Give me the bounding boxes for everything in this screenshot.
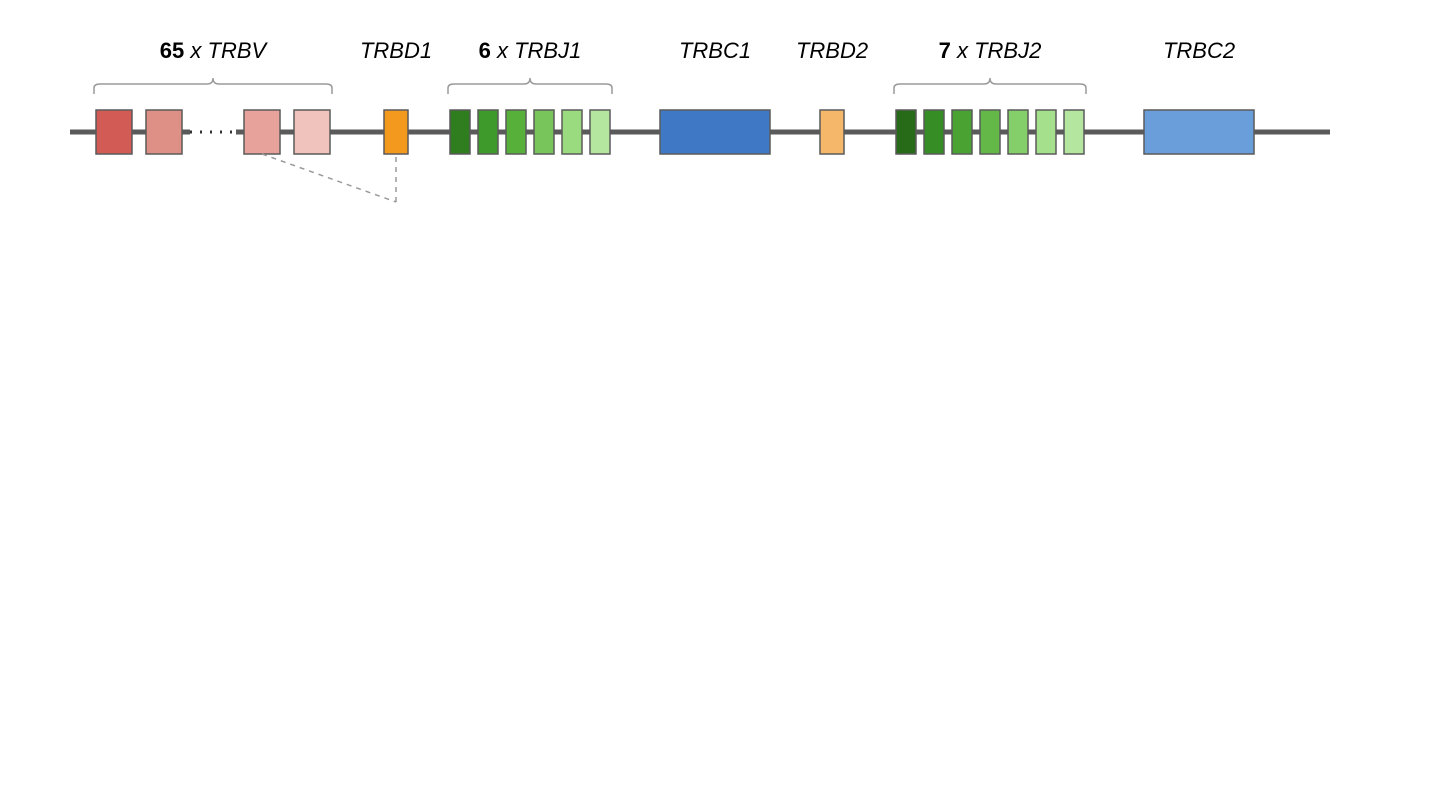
trbc2-segment	[1144, 110, 1254, 154]
trbj2-segment	[1008, 110, 1028, 154]
trbj1-segment	[506, 110, 526, 154]
label-trbv: 65 x TRBV	[160, 38, 269, 63]
trbv-segment	[294, 110, 330, 154]
trbj1-segment	[478, 110, 498, 154]
trbc1-segment	[660, 110, 770, 154]
trbj1-segment	[562, 110, 582, 154]
trbj2-segment	[896, 110, 916, 154]
germline-row: 65 x TRBV TRBD1 6 x TRBJ1 TRBC1 TRBD2 7 x TRB…	[70, 38, 1330, 202]
trbd1-segment	[384, 110, 408, 154]
trbj1-segment	[450, 110, 470, 154]
trbj2-segment	[952, 110, 972, 154]
trbj2-segment	[1036, 110, 1056, 154]
trbv-segment	[244, 110, 280, 154]
trbv-segment	[146, 110, 182, 154]
trbj1-segment	[590, 110, 610, 154]
trbj2-segment	[1064, 110, 1084, 154]
label-trbc2: TRBC2	[1163, 38, 1235, 63]
label-trbj1: 6 x TRBJ1	[479, 38, 582, 63]
label-trbd2: TRBD2	[796, 38, 868, 63]
label-trbj2: 7 x TRBJ2	[939, 38, 1042, 63]
trbj2-segment	[980, 110, 1000, 154]
label-trbd1: TRBD1	[360, 38, 432, 63]
trbv-segment	[96, 110, 132, 154]
trbj2-segment	[924, 110, 944, 154]
label-trbc1: TRBC1	[679, 38, 751, 63]
trbd2-segment	[820, 110, 844, 154]
trbj1-segment	[534, 110, 554, 154]
